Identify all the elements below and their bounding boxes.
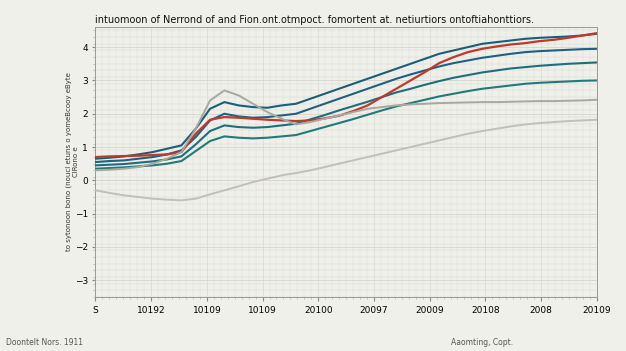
Text: Aaomting, Copt.: Aaomting, Copt. bbox=[451, 338, 513, 347]
Text: Doontelt Nors. 1911: Doontelt Nors. 1911 bbox=[6, 338, 83, 347]
Y-axis label: to sytonoon bono (noucl etuns o yomeBcooy eByte
ClRono e: to sytonoon bono (noucl etuns o yomeBcoo… bbox=[65, 73, 79, 251]
Text: intuomoon of Nerrond of and Fion.ont.otmpoct. fomortent at. netiurtiors ontoftia: intuomoon of Nerrond of and Fion.ont.otm… bbox=[96, 15, 535, 25]
